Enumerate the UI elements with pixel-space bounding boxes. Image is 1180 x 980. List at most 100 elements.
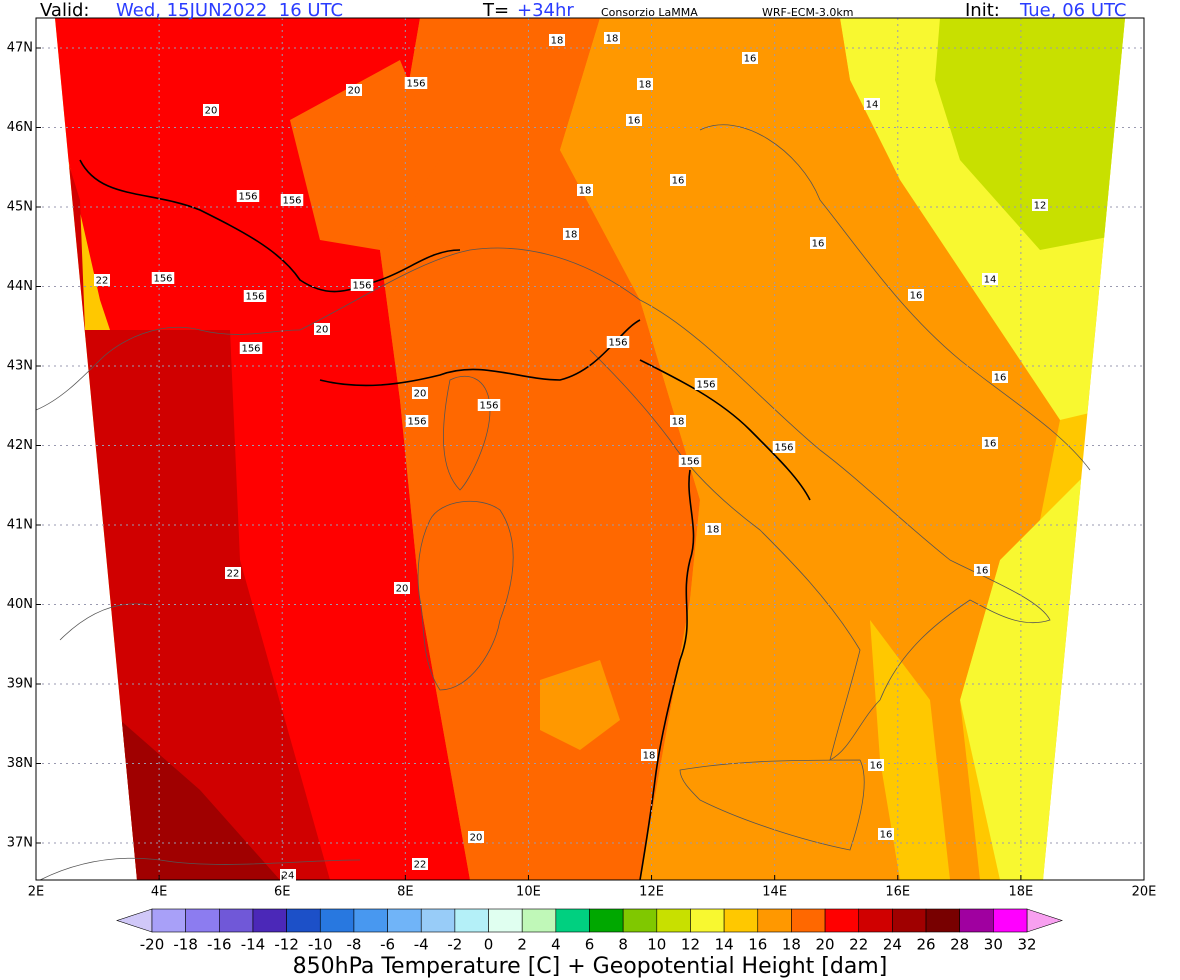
colorbar-box — [824, 908, 860, 933]
contour-label-box — [477, 399, 501, 411]
lon-tick-label: 10E — [516, 885, 541, 900]
contour-label: 156 — [696, 380, 715, 391]
colorbar-level-label: 16 — [748, 936, 767, 954]
contour-label: 16 — [994, 373, 1007, 384]
contour-label-box — [346, 84, 362, 96]
contour-label-box — [705, 523, 721, 535]
contour-label: 16 — [880, 830, 893, 841]
colorbar-level-label: 24 — [883, 936, 902, 954]
colorbar-box — [219, 908, 254, 933]
temperature-band — [935, 18, 1125, 250]
contour-label-box — [694, 378, 718, 390]
lat-tick-label: 46N — [7, 120, 33, 135]
contour-label: 156 — [407, 417, 426, 428]
colorbar-level-label: -4 — [414, 936, 429, 954]
forecast-label: T= — [482, 0, 509, 21]
height-contour — [639, 359, 811, 501]
lat-tick-label: 37N — [7, 836, 33, 851]
lat-tick-label: 47N — [7, 41, 33, 56]
contour-label-box — [742, 52, 758, 64]
lon-tick-label: 12E — [639, 885, 664, 900]
contour-label-box — [637, 78, 653, 90]
contour-label-box — [878, 828, 894, 840]
colorbar-box — [319, 908, 355, 933]
colorbar-box — [791, 908, 826, 933]
contour-label: 16 — [870, 761, 883, 772]
lat-tick-label: 42N — [7, 438, 33, 453]
colorbar-box — [925, 908, 960, 933]
colorbar-level-label: 32 — [1017, 936, 1036, 954]
contour-label-box — [280, 869, 296, 881]
colorbar-level-label: -6 — [380, 936, 395, 954]
contour-label: 22 — [227, 569, 240, 580]
contour-label: 20 — [205, 106, 218, 117]
contour-label-box — [1032, 199, 1048, 211]
contour-label: 16 — [628, 116, 641, 127]
colorbar-title: 850hPa Temperature [C] + Geopotential He… — [293, 954, 888, 979]
contour-label: 20 — [414, 389, 427, 400]
colorbar-box — [757, 908, 792, 933]
colorbar-level-label: -2 — [447, 936, 462, 954]
contour-label: 12 — [1034, 201, 1047, 212]
colorbar-level-label: 10 — [647, 936, 666, 954]
contour-label-box — [94, 274, 110, 286]
contour-label-box — [974, 564, 990, 576]
contour-label-box — [405, 415, 429, 427]
colorbar-box — [656, 908, 691, 933]
colorbar-box — [185, 908, 220, 933]
colorbar-box — [589, 908, 624, 933]
lon-tick-label: 2E — [28, 885, 45, 900]
contour-label-box — [864, 98, 880, 110]
axes: 2E 4E 6E 8E 10E 12E 14E 16E 18E 20E 47N 46N 45N 44N 43… — [7, 41, 1157, 900]
contour-label: 16 — [984, 439, 997, 450]
temperature-band — [380, 18, 700, 880]
colorbar-box — [387, 908, 422, 933]
contour-label: 20 — [470, 833, 483, 844]
contour-label-box — [563, 228, 579, 240]
header: Valid: Wed, 15JUN2022 16 UTC T= +34hr Co… — [40, 0, 1127, 21]
contour-label-box — [992, 371, 1008, 383]
contour-label: 156 — [406, 79, 425, 90]
contour-label-box — [670, 174, 686, 186]
contour-label-box — [350, 279, 374, 291]
temperature-band — [870, 620, 950, 880]
colorbar-box — [622, 908, 658, 933]
contour-label: 156 — [680, 457, 699, 468]
lon-tick-label: 6E — [274, 885, 291, 900]
lat-tick-label: 38N — [7, 756, 33, 771]
colorbar-level-label: 20 — [816, 936, 835, 954]
lat-tick-label: 39N — [7, 677, 33, 692]
colorbar-level-label: 28 — [950, 936, 969, 954]
contour-label-box — [468, 831, 484, 843]
temperature-band — [540, 660, 620, 750]
lon-tick-label: 16E — [885, 885, 910, 900]
contour-label: 20 — [316, 325, 329, 336]
contour-label: 18 — [672, 417, 685, 428]
contour-label-box — [394, 582, 410, 594]
colorbar-box — [959, 908, 994, 933]
colorbar-box — [993, 908, 1028, 933]
contour-label-box — [982, 273, 998, 285]
contour-label: 20 — [396, 584, 409, 595]
graticule — [36, 18, 1144, 880]
colorbar-box — [454, 908, 489, 933]
source: Consorzio LaMMA — [601, 6, 698, 19]
contour-label: 14 — [866, 100, 879, 111]
contour-label: 16 — [744, 54, 757, 65]
contour-label-box — [225, 567, 241, 579]
forecast-step: +34hr — [517, 0, 574, 21]
coastline — [39, 603, 361, 881]
contour-label: 156 — [238, 192, 257, 203]
temperature-band — [290, 60, 440, 250]
lat-tick-label: 40N — [7, 597, 33, 612]
coastline — [443, 375, 491, 491]
colorbar-level-label: 22 — [849, 936, 868, 954]
contour-label: 156 — [774, 443, 793, 454]
contour-label: 18 — [579, 186, 592, 197]
height-contour — [319, 319, 641, 387]
contour-label-box — [412, 387, 428, 399]
colorbar-level-label: 18 — [782, 936, 801, 954]
contour-label: 22 — [414, 860, 427, 871]
contour-label: 18 — [707, 525, 720, 536]
